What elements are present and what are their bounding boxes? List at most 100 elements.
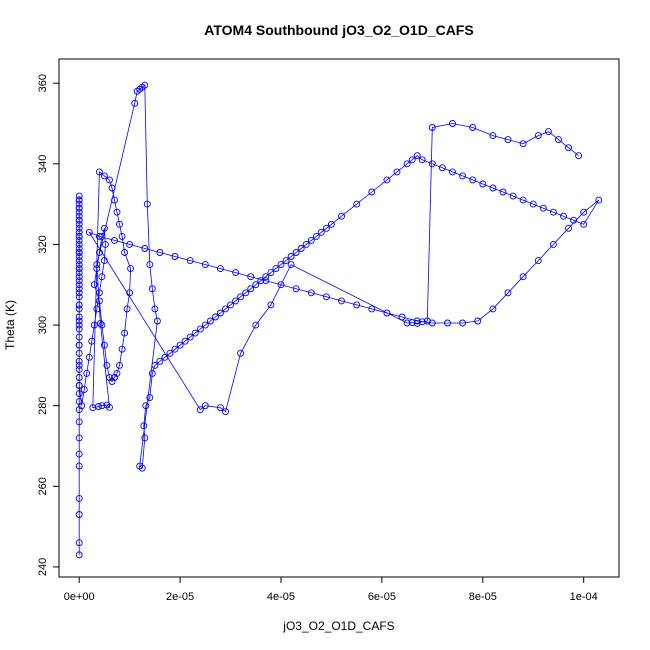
data-point: [413, 319, 421, 327]
data-point: [580, 208, 588, 216]
data-point: [85, 353, 93, 361]
data-point: [166, 349, 174, 357]
data-point: [78, 402, 86, 410]
data-point: [75, 293, 83, 301]
x-axis-label: jO3_O2_O1D_CAFS: [282, 619, 394, 633]
data-point: [171, 345, 179, 353]
data-point: [95, 168, 103, 176]
data-point: [111, 236, 118, 244]
data-point: [565, 224, 572, 232]
data-point: [277, 261, 285, 269]
data-point: [555, 136, 562, 144]
data-point: [75, 539, 83, 547]
data-point: [368, 305, 376, 313]
data-point: [267, 269, 275, 277]
data-point: [141, 245, 149, 252]
data-point: [75, 253, 83, 260]
data-point: [438, 164, 446, 172]
data-point: [75, 390, 83, 398]
data-point: [565, 144, 572, 152]
data-point: [307, 236, 315, 244]
data-point: [93, 305, 101, 313]
data-point: [141, 434, 149, 442]
data-point: [75, 281, 83, 289]
y-tick-label: 280: [37, 396, 49, 414]
data-point: [100, 341, 108, 349]
data-point: [156, 249, 164, 256]
data-point: [141, 81, 149, 89]
data-point: [75, 200, 83, 208]
data-point: [423, 317, 431, 325]
data-point: [75, 249, 83, 256]
data-point: [146, 394, 154, 402]
data-point: [113, 208, 121, 216]
data-point: [222, 408, 229, 416]
data-point: [116, 361, 123, 369]
data-point: [146, 261, 154, 269]
data-point: [534, 257, 542, 265]
data-point: [247, 273, 255, 281]
data-point: [302, 240, 310, 248]
data-point: [489, 184, 497, 192]
data-point: [191, 329, 199, 337]
data-point: [176, 341, 184, 349]
data-point: [75, 305, 83, 313]
data-point: [368, 188, 376, 196]
data-point: [75, 277, 83, 285]
data-point: [479, 180, 487, 188]
data-point: [106, 403, 113, 411]
data-point: [96, 319, 104, 327]
data-point: [75, 418, 83, 426]
data-point: [560, 212, 567, 220]
data-point: [428, 160, 436, 168]
data-point: [338, 212, 345, 220]
x-tick-label: 2e-05: [166, 591, 194, 603]
chart-title: ATOM4 Southbound jO3_O2_O1D_CAFS: [204, 22, 473, 38]
data-point: [140, 422, 148, 430]
data-point: [75, 511, 83, 518]
data-point: [307, 289, 315, 297]
data-point: [499, 188, 507, 196]
data-point: [75, 289, 83, 297]
data-point: [242, 289, 250, 297]
data-point: [353, 301, 361, 309]
data-point: [123, 305, 131, 313]
data-point: [118, 345, 126, 353]
data-point: [75, 361, 83, 369]
data-point: [403, 160, 411, 168]
data-point: [292, 285, 300, 293]
data-point: [580, 220, 588, 228]
data-point: [549, 208, 557, 216]
data-point: [143, 200, 151, 208]
data-point: [75, 341, 83, 349]
y-axis-label: Theta (K): [3, 300, 17, 350]
data-point: [216, 309, 224, 317]
data-point: [297, 245, 305, 252]
data-point: [151, 361, 159, 369]
data-point: [75, 220, 83, 228]
data-point: [75, 196, 83, 204]
data-point: [327, 220, 335, 228]
data-point: [75, 224, 83, 232]
data-point: [287, 261, 295, 269]
data-point: [232, 297, 240, 305]
x-tick-label: 1e-04: [570, 591, 598, 603]
data-point: [201, 321, 209, 329]
data-point: [519, 273, 527, 281]
data-point: [75, 357, 83, 365]
data-point: [469, 124, 477, 131]
data-point: [322, 224, 330, 232]
data-point: [186, 333, 194, 341]
data-point: [100, 257, 108, 265]
data-point: [201, 402, 209, 410]
y-tick-label: 300: [37, 316, 49, 334]
data-point: [148, 369, 156, 377]
data-point: [196, 406, 204, 414]
data-point: [138, 464, 146, 472]
data-point: [75, 228, 83, 236]
data-point: [101, 240, 109, 248]
data-point: [126, 289, 134, 297]
data-point: [95, 232, 103, 240]
data-point: [418, 156, 426, 164]
data-point: [75, 212, 83, 220]
